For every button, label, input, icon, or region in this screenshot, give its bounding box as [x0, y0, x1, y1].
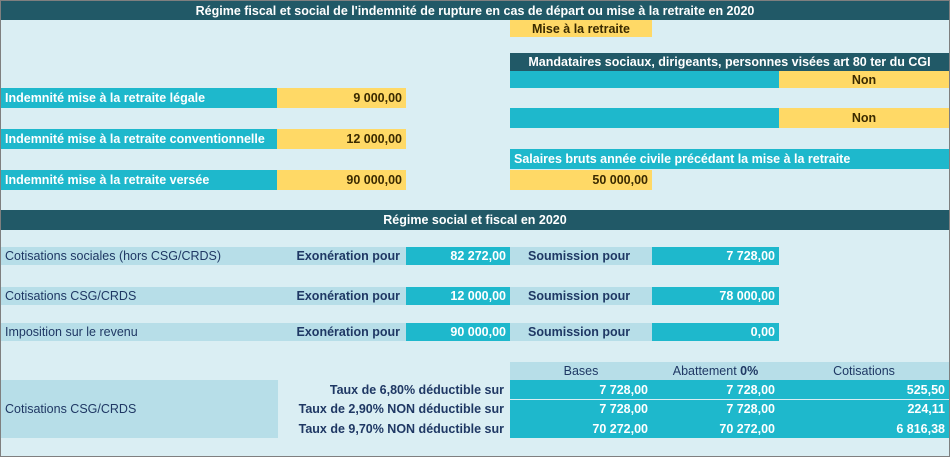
column-header-text: Abattement — [672, 364, 737, 378]
value-cell: 7 728,00 — [652, 247, 779, 265]
row-label: Soumission pour — [510, 323, 652, 341]
row-label: Exonération pour — [278, 323, 406, 341]
input-cell[interactable]: 12 000,00 — [277, 129, 406, 149]
column-header-rate: 0% — [740, 364, 759, 378]
row-label: Soumission pour — [510, 247, 652, 265]
answer-cell[interactable]: Non — [779, 108, 949, 128]
column-header: Bases — [510, 362, 652, 380]
value-cell: 82 272,00 — [406, 247, 510, 265]
cell — [510, 71, 779, 88]
mode-cell[interactable]: Mise à la retraite — [510, 20, 652, 37]
column-header: Abattement 0% — [652, 362, 779, 380]
row-label: Taux de 6,80% déductible sur — [278, 380, 510, 399]
value-cell: 224,11 — [779, 399, 949, 419]
label-cell: Cotisations CSG/CRDS — [1, 380, 278, 438]
value-cell: 7 728,00 — [510, 399, 652, 419]
value-cell: 78 000,00 — [652, 287, 779, 305]
value-cell: 70 272,00 — [652, 419, 779, 438]
title-bar: Régime fiscal et social de l'indemnité d… — [1, 1, 949, 20]
value-cell: 7 728,00 — [652, 380, 779, 399]
value-cell: 6 816,38 — [779, 419, 949, 438]
cell — [510, 108, 779, 128]
row-label: Soumission pour — [510, 287, 652, 305]
value-cell: 525,50 — [779, 380, 949, 399]
answer-cell[interactable]: Non — [779, 71, 949, 88]
value-cell: 7 728,00 — [652, 399, 779, 419]
value-cell: 90 000,00 — [406, 323, 510, 341]
value-cell: 0,00 — [652, 323, 779, 341]
row-label: Taux de 9,70% NON déductible sur — [278, 419, 510, 438]
label-cell: Indemnité mise à la retraite légale — [1, 88, 277, 108]
row-label: Exonération pour — [278, 247, 406, 265]
value-cell: 70 272,00 — [510, 419, 652, 438]
row-label: Exonération pour — [278, 287, 406, 305]
value-cell: 7 728,00 — [510, 380, 652, 399]
label-cell: Salaires bruts année civile précédant la… — [510, 149, 949, 169]
row-label: Cotisations sociales (hors CSG/CRDS) — [1, 247, 278, 265]
input-cell[interactable]: 50 000,00 — [510, 170, 652, 190]
label-cell: Indemnité mise à la retraite conventionn… — [1, 129, 277, 149]
column-header: Cotisations — [779, 362, 949, 380]
row-label: Imposition sur le revenu — [1, 323, 278, 341]
label-cell: Indemnité mise à la retraite versée — [1, 170, 277, 190]
section-header: Mandataires sociaux, dirigeants, personn… — [510, 53, 949, 71]
row-label: Cotisations CSG/CRDS — [1, 287, 278, 305]
section-header: Régime social et fiscal en 2020 — [1, 210, 949, 230]
input-cell[interactable]: 9 000,00 — [277, 88, 406, 108]
row-label: Taux de 2,90% NON déductible sur — [278, 399, 510, 419]
value-cell: 12 000,00 — [406, 287, 510, 305]
input-cell[interactable]: 90 000,00 — [277, 170, 406, 190]
